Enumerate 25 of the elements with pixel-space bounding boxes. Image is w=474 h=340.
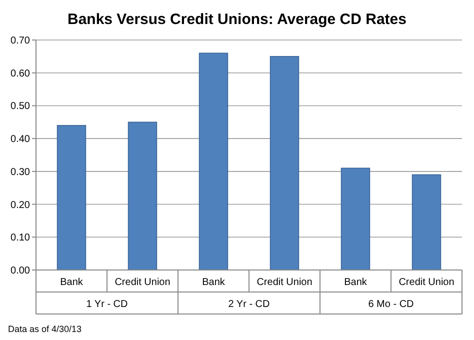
y-tick-label: 0.20 [10,200,30,211]
y-tick-label: 0.00 [10,266,30,276]
y-tick-label: 0.40 [10,134,30,146]
text: Data as of 4/30/13 [8,324,82,334]
bar [340,168,370,270]
y-tick-label: 0.30 [10,166,30,178]
text: 6 Mo - CD [368,299,414,310]
x-tick-label: Credit Union [398,277,454,288]
x-tick-label: Bank [344,277,368,288]
x-tick-label: Credit Union [114,277,170,288]
y-tick-label: 0.10 [10,232,30,244]
x-tick-label: Bank [60,277,84,288]
bar [56,125,86,270]
y-tick-label: 0.70 [10,36,30,46]
bar [198,52,228,270]
y-tick-label: 0.60 [10,68,30,80]
x-tick-label: Credit Union [256,277,312,288]
bar [128,122,158,270]
bar [412,174,442,270]
text: 2 Yr - CD [228,299,270,310]
bar [270,56,300,270]
y-tick-label: 0.50 [10,101,30,112]
text: 1 Yr - CD [86,299,128,310]
chart-title: Banks Versus Credit Unions: Average CD Rates [67,11,407,28]
x-tick-label: Bank [202,277,226,288]
